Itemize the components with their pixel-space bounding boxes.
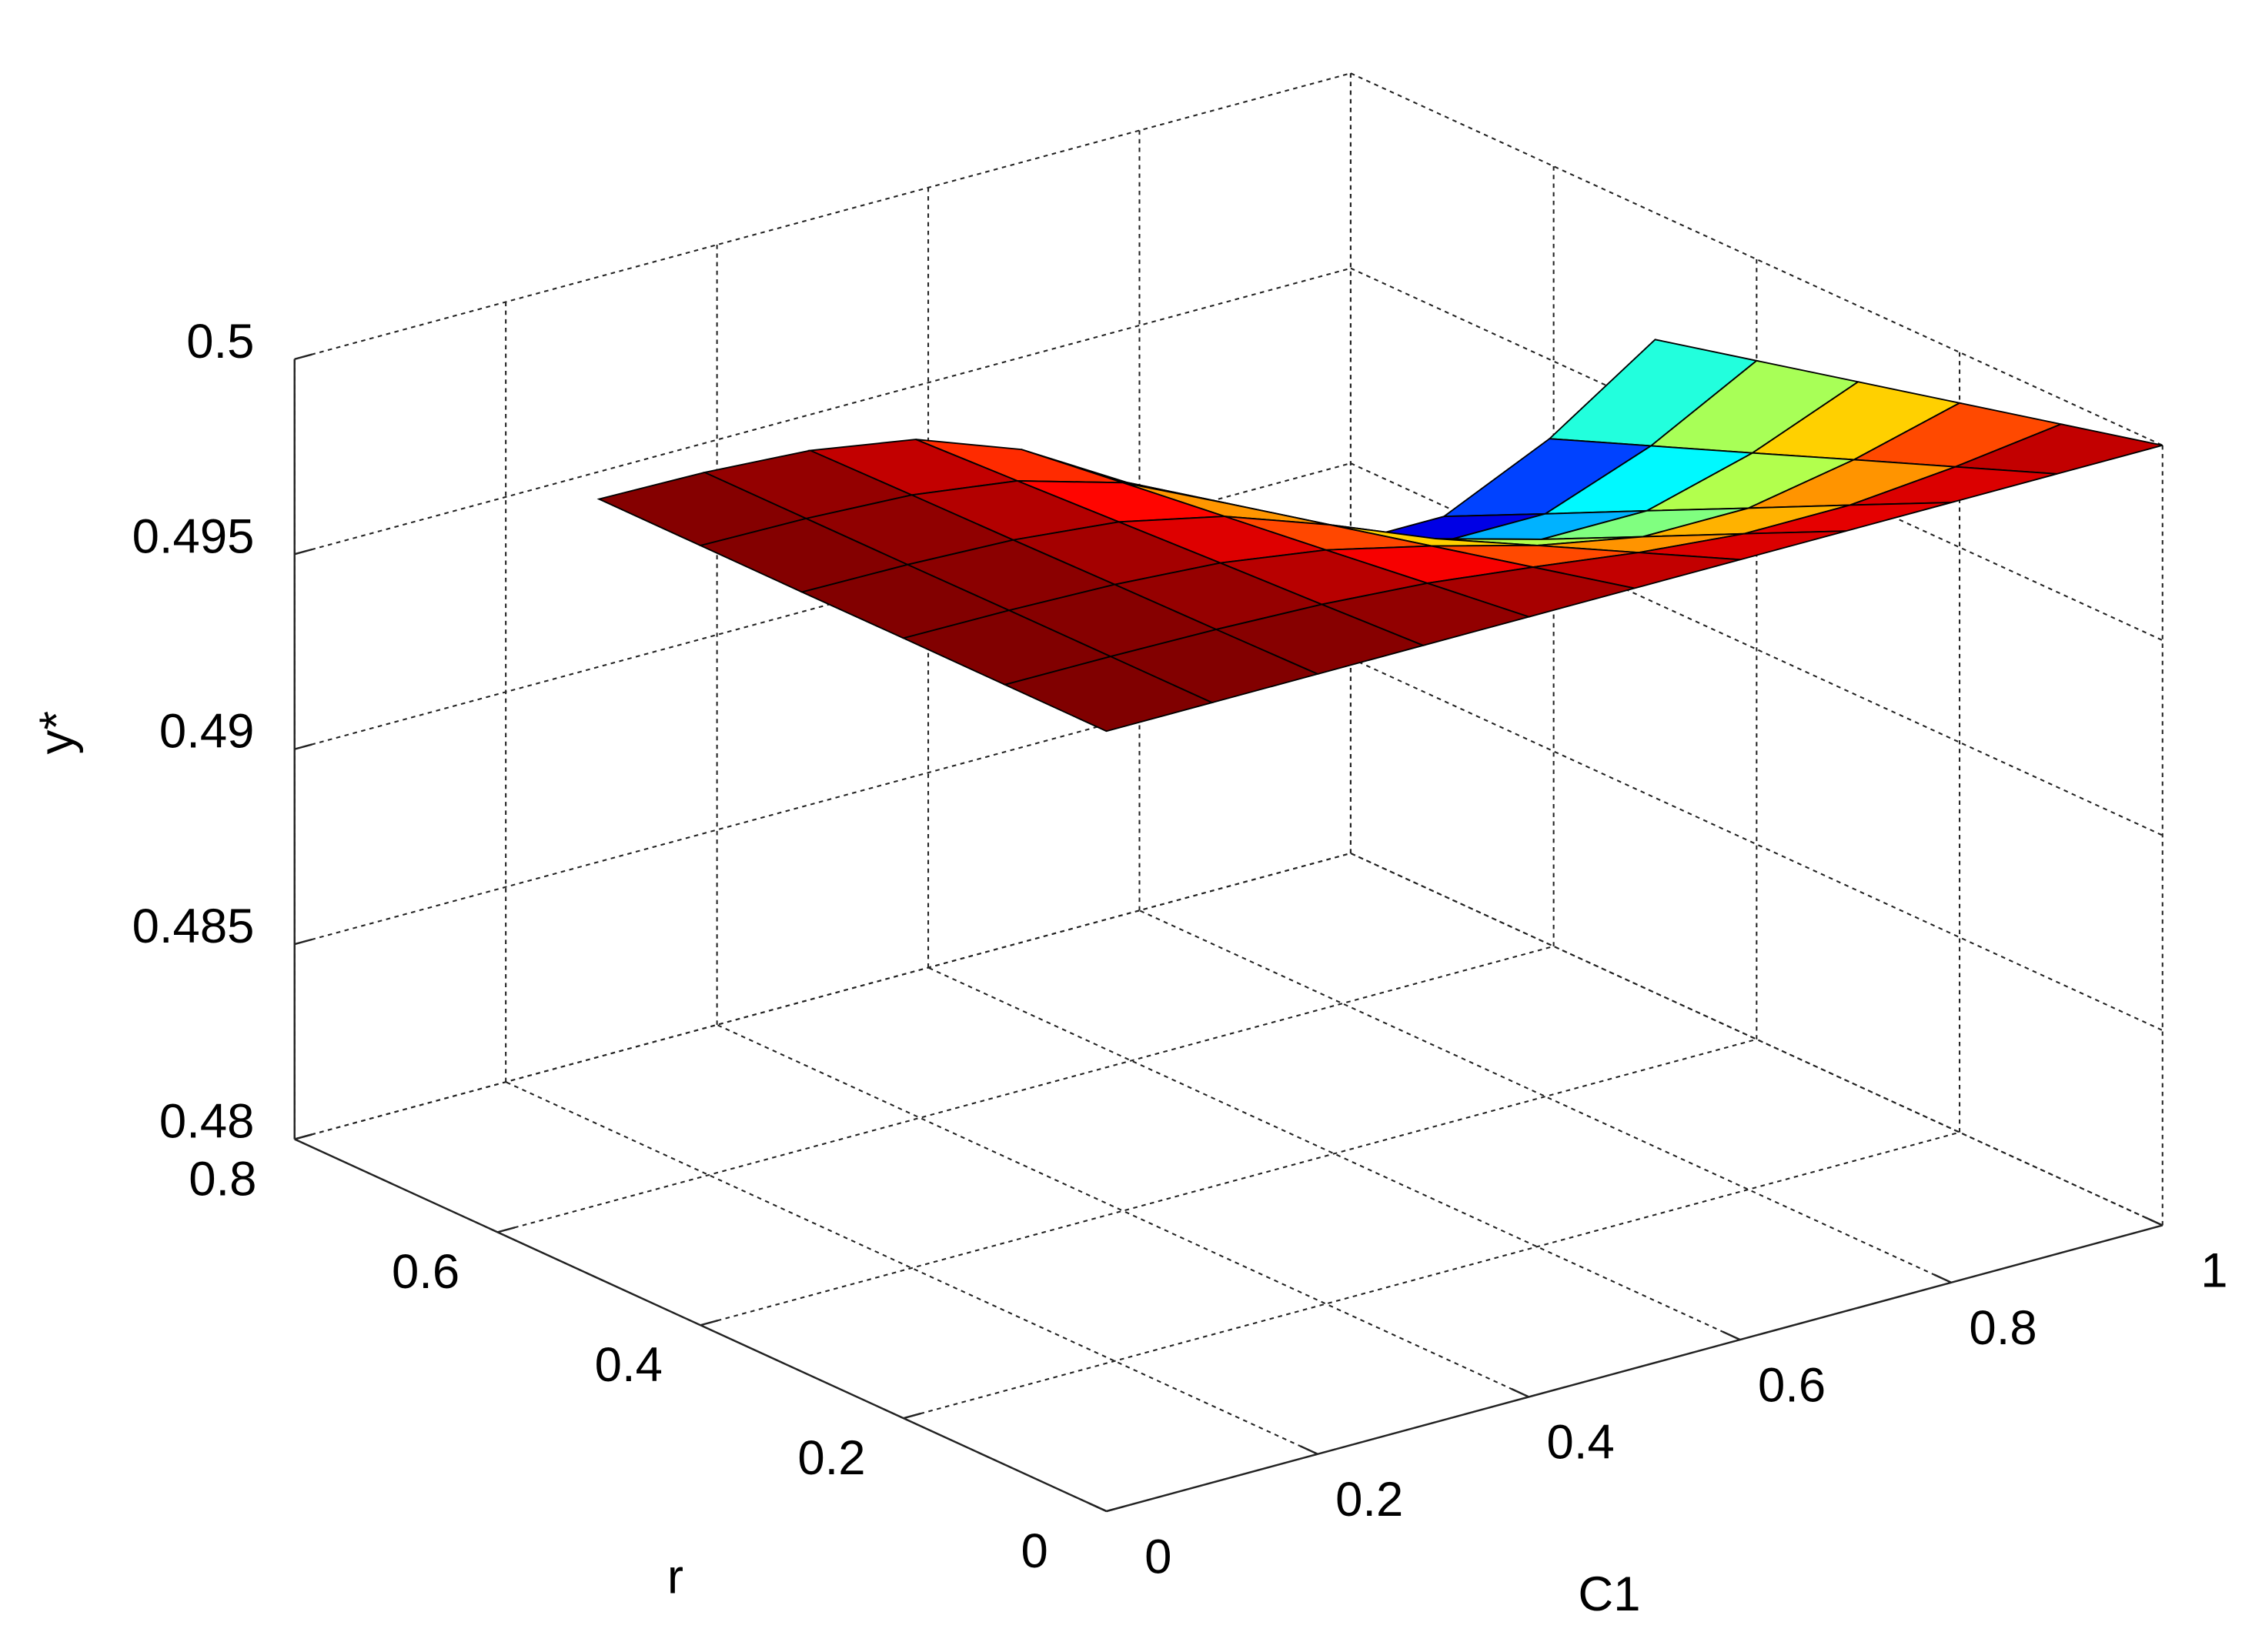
axis-line — [1106, 1224, 2163, 1513]
z-axis-label: y* — [30, 711, 84, 754]
y-tick-label: 0.6 — [392, 1245, 459, 1299]
tick-mark — [294, 548, 312, 556]
y-tick-label: 0.2 — [797, 1431, 865, 1485]
surface-cell — [1002, 656, 1215, 733]
x-tick-label: 0.6 — [1758, 1358, 1826, 1412]
grid-line — [903, 1131, 1960, 1420]
tick-mark — [1511, 1388, 1529, 1398]
tick-mark — [1933, 1273, 1952, 1283]
tick-mark — [700, 1320, 718, 1327]
x-tick-label: 0.4 — [1547, 1416, 1615, 1470]
tick-mark — [294, 353, 312, 360]
grid-line — [927, 966, 1741, 1341]
y-tick-label: 0.8 — [189, 1152, 256, 1206]
grid-line — [294, 657, 1352, 946]
tick-mark — [2144, 1216, 2163, 1226]
grid-line — [294, 462, 1352, 750]
x-axis-label: C1 — [1578, 1567, 1640, 1621]
x-tick-label: 0.2 — [1335, 1473, 1403, 1527]
z-tick-label: 0.5 — [186, 315, 254, 369]
grid-line — [1139, 909, 1952, 1283]
grid-line — [1350, 853, 2163, 1226]
grid-line — [1350, 267, 2163, 642]
grid-line — [717, 1023, 1529, 1398]
tick-mark — [1088, 1502, 1108, 1513]
grid-line — [1350, 657, 2163, 1032]
grid-line — [294, 852, 1352, 1140]
x-tick-label: 1 — [2200, 1244, 2227, 1298]
z-tick-label: 0.485 — [132, 899, 255, 953]
y-tick-label: 0.4 — [595, 1338, 663, 1392]
grid-line — [294, 72, 1352, 360]
z-tick-label: 0.495 — [132, 509, 255, 563]
grid-line — [497, 945, 1554, 1233]
tick-mark — [903, 1412, 921, 1420]
y-axis-label: r — [667, 1550, 683, 1604]
grid-line — [1350, 72, 2163, 446]
y-tick-label: 0 — [1021, 1524, 1048, 1578]
tick-mark — [294, 1133, 312, 1140]
tick-mark — [294, 938, 312, 946]
tick-mark — [1300, 1445, 1318, 1455]
z-tick-label: 0.48 — [159, 1095, 255, 1149]
grid-line — [700, 1038, 1757, 1327]
x-tick-label: 0.8 — [1969, 1301, 2037, 1355]
z-tick-label: 0.49 — [159, 705, 255, 759]
grid-line — [505, 1081, 1318, 1455]
grid-line — [294, 267, 1352, 556]
x-tick-label: 0 — [1144, 1530, 1171, 1584]
tick-mark — [294, 743, 312, 750]
tick-mark — [1106, 1505, 1124, 1513]
tick-mark — [497, 1226, 516, 1233]
tick-mark — [1722, 1330, 1741, 1341]
